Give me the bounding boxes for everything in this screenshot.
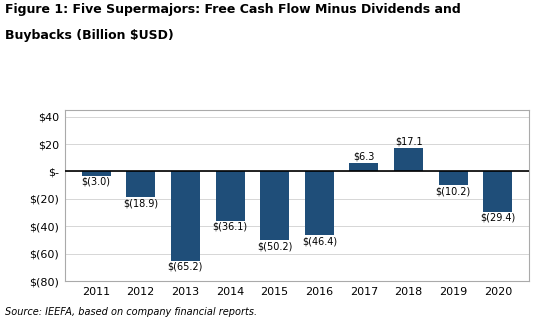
Bar: [126, 172, 155, 197]
Text: $6.3: $6.3: [353, 152, 375, 162]
Text: $(29.4): $(29.4): [480, 213, 516, 223]
Text: Buybacks (Billion $USD): Buybacks (Billion $USD): [5, 29, 174, 42]
Text: $(3.0): $(3.0): [82, 177, 111, 187]
Bar: [394, 148, 423, 172]
Bar: [439, 172, 468, 185]
Text: $(46.4): $(46.4): [302, 236, 337, 246]
Text: $17.1: $17.1: [395, 137, 422, 147]
Text: Source: IEEFA, based on company financial reports.: Source: IEEFA, based on company financia…: [5, 307, 258, 317]
Text: $(18.9): $(18.9): [123, 198, 158, 208]
Bar: [260, 172, 289, 240]
Bar: [483, 172, 512, 212]
Bar: [305, 172, 334, 235]
Text: $(10.2): $(10.2): [436, 186, 471, 196]
Text: Figure 1: Five Supermajors: Free Cash Flow Minus Dividends and: Figure 1: Five Supermajors: Free Cash Fl…: [5, 3, 461, 16]
Bar: [82, 172, 111, 176]
Text: $(50.2): $(50.2): [257, 241, 292, 251]
Bar: [171, 172, 200, 261]
Text: $(36.1): $(36.1): [212, 222, 247, 232]
Text: $(65.2): $(65.2): [168, 262, 203, 272]
Bar: [349, 163, 379, 172]
Bar: [215, 172, 245, 221]
